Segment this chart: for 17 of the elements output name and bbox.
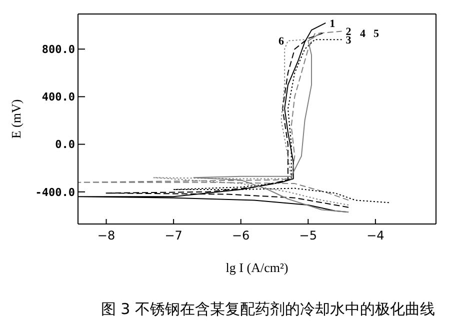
y-tick-label: 800.0 bbox=[42, 43, 75, 56]
caption: 图 3 不锈钢在含某复配药剂的冷却水中的极化曲线 bbox=[100, 300, 436, 319]
annotation: 6 bbox=[278, 36, 284, 48]
x-tick-label: −8 bbox=[97, 228, 116, 243]
annotation: 3 bbox=[346, 34, 352, 46]
y-axis-title: E (mV) bbox=[8, 99, 24, 139]
annotation: 4 bbox=[360, 28, 366, 40]
annotation: 5 bbox=[374, 28, 379, 40]
y-tick-label: -400.0 bbox=[35, 186, 75, 199]
y-tick-label: 400.0 bbox=[42, 90, 75, 104]
y-tick-label: 0.0 bbox=[55, 138, 75, 152]
x-tick-label: −4 bbox=[366, 228, 384, 243]
x-tick-label: −7 bbox=[164, 228, 182, 243]
x-tick-label: −6 bbox=[232, 228, 250, 243]
x-axis-title: lg I (A/cm²) bbox=[226, 260, 288, 275]
x-tick-label: −5 bbox=[299, 228, 317, 243]
annotation: 1 bbox=[330, 18, 336, 30]
